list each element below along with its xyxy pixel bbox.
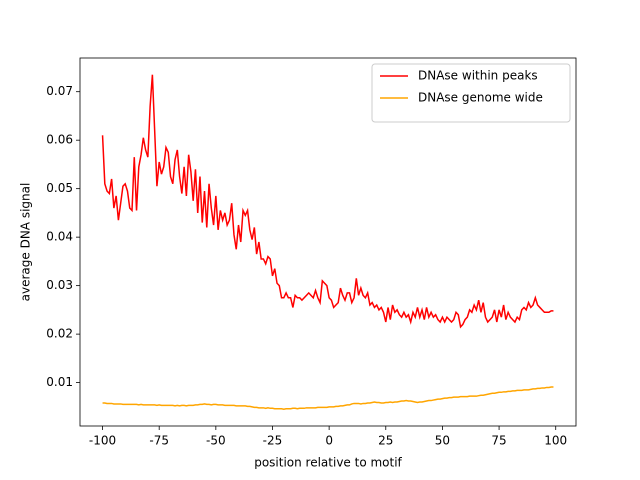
y-tick-label: 0.07 xyxy=(46,84,73,98)
legend-label: DNAse within peaks xyxy=(418,69,538,83)
legend-label: DNAse genome wide xyxy=(418,91,543,105)
y-tick-label: 0.06 xyxy=(46,133,73,147)
legend: DNAse within peaks DNAse genome wide xyxy=(371,63,571,123)
y-axis-label: average DNA signal xyxy=(19,183,33,302)
y-tick-label: 0.01 xyxy=(46,375,73,389)
y-tick-label: 0.03 xyxy=(46,278,73,292)
y-tick-label: 0.04 xyxy=(46,230,73,244)
x-tick-label: -100 xyxy=(89,434,116,448)
data-line xyxy=(101,74,554,329)
x-tick-label: 100 xyxy=(544,434,567,448)
plot-frame xyxy=(79,57,577,427)
x-tick-label: -75 xyxy=(149,434,169,448)
x-axis-label: position relative to motif xyxy=(254,456,402,470)
legend-box xyxy=(371,63,571,123)
x-tick-label: 25 xyxy=(378,434,393,448)
data-line xyxy=(102,386,554,411)
y-tick-label: 0.02 xyxy=(46,327,73,341)
x-tick-label: -25 xyxy=(263,434,283,448)
x-tick-label: 50 xyxy=(435,434,450,448)
x-tick-label: -50 xyxy=(206,434,226,448)
x-tick-label: 0 xyxy=(325,434,333,448)
x-tick-label: 75 xyxy=(491,434,506,448)
y-tick-label: 0.05 xyxy=(46,181,73,195)
